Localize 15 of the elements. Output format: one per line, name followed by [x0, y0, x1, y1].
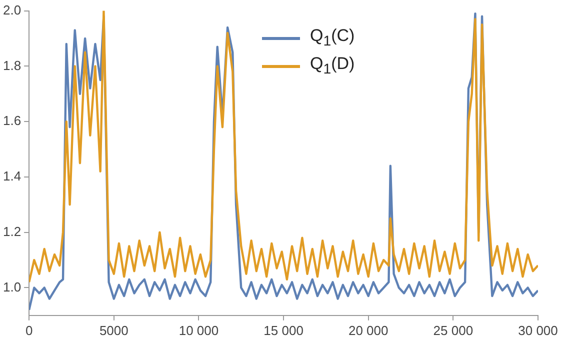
x-tick-label: 30 000: [518, 322, 558, 338]
y-tick-label: 1.0: [2, 279, 22, 294]
y-tick-label: 1.8: [2, 58, 22, 73]
legend-label: Q$_{1}$(D): [310, 54, 355, 78]
y-tick-label: 2.0: [2, 2, 22, 18]
y-tick-label: 1.6: [2, 113, 22, 128]
x-tick-label: 25 000: [433, 322, 474, 338]
x-tick-label: 0: [25, 322, 33, 338]
x-tick-label: 15 000: [264, 322, 304, 338]
y-tick-label: 1.4: [2, 168, 22, 184]
x-tick-label: 20 000: [348, 322, 388, 338]
legend-label: Q$_{1}$(C): [310, 26, 355, 50]
x-tick-label: 5000: [99, 322, 128, 338]
x-tick-label: 10 000: [178, 322, 219, 338]
y-tick-label: 1.2: [2, 224, 22, 239]
